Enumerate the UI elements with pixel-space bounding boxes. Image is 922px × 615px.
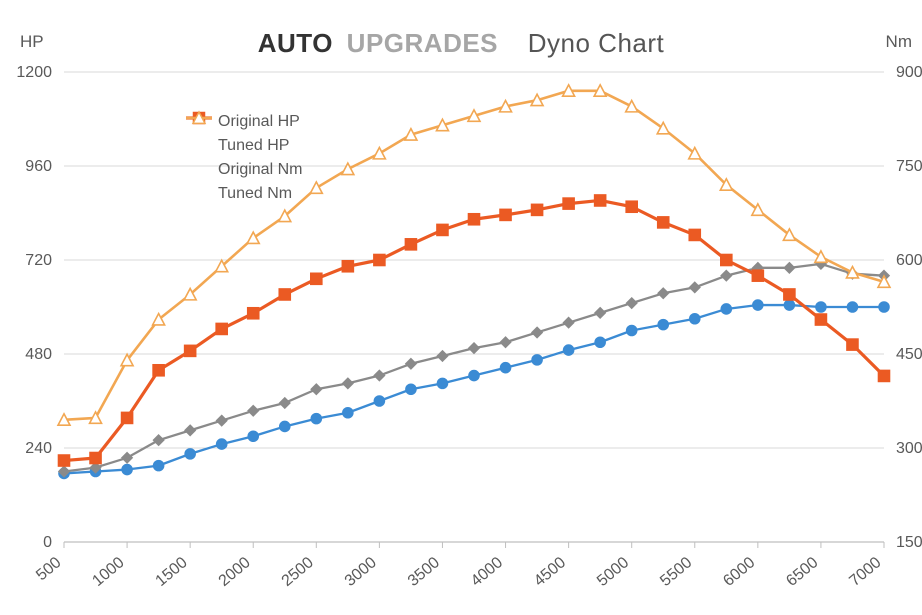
svg-text:2000: 2000 [216, 554, 254, 590]
svg-text:1000: 1000 [89, 554, 127, 590]
chart-svg: 0 240 480 720 960 1200 150 300 450 600 750 900 500 10… [0, 0, 922, 615]
svg-text:960: 960 [25, 158, 52, 175]
legend-label: Tuned HP [218, 137, 289, 155]
svg-text:4500: 4500 [531, 554, 569, 590]
legend-item-tuned_nm: Tuned Nm [186, 182, 302, 206]
svg-text:600: 600 [896, 252, 922, 269]
svg-text:240: 240 [25, 440, 52, 457]
chart-container: { "title": { "brand1": "AUTO", "brand2":… [0, 0, 922, 615]
svg-text:2500: 2500 [279, 554, 317, 590]
svg-text:3500: 3500 [405, 554, 443, 590]
svg-text:500: 500 [33, 554, 64, 584]
svg-text:6000: 6000 [720, 554, 758, 590]
legend-label: Tuned Nm [218, 185, 292, 203]
svg-text:300: 300 [896, 440, 922, 457]
svg-text:480: 480 [25, 346, 52, 363]
legend: Original HP Tuned HP Original Nm Tuned Nm [186, 110, 302, 206]
svg-text:900: 900 [896, 64, 922, 81]
svg-text:5500: 5500 [657, 554, 695, 590]
svg-text:3000: 3000 [342, 554, 380, 590]
svg-text:720: 720 [25, 252, 52, 269]
svg-text:150: 150 [896, 534, 922, 551]
svg-text:6500: 6500 [783, 554, 821, 590]
legend-item-tuned_hp: Tuned HP [186, 134, 302, 158]
legend-label: Original Nm [218, 161, 302, 179]
svg-text:0: 0 [43, 534, 52, 551]
svg-text:5000: 5000 [594, 554, 632, 590]
series-original_nm [64, 200, 884, 460]
svg-text:7000: 7000 [846, 554, 884, 590]
svg-text:450: 450 [896, 346, 922, 363]
svg-text:4000: 4000 [468, 554, 506, 590]
svg-text:750: 750 [896, 158, 922, 175]
svg-text:1200: 1200 [16, 64, 52, 81]
svg-text:1500: 1500 [153, 554, 191, 590]
legend-item-original_nm: Original Nm [186, 158, 302, 182]
legend-label: Original HP [218, 113, 300, 131]
